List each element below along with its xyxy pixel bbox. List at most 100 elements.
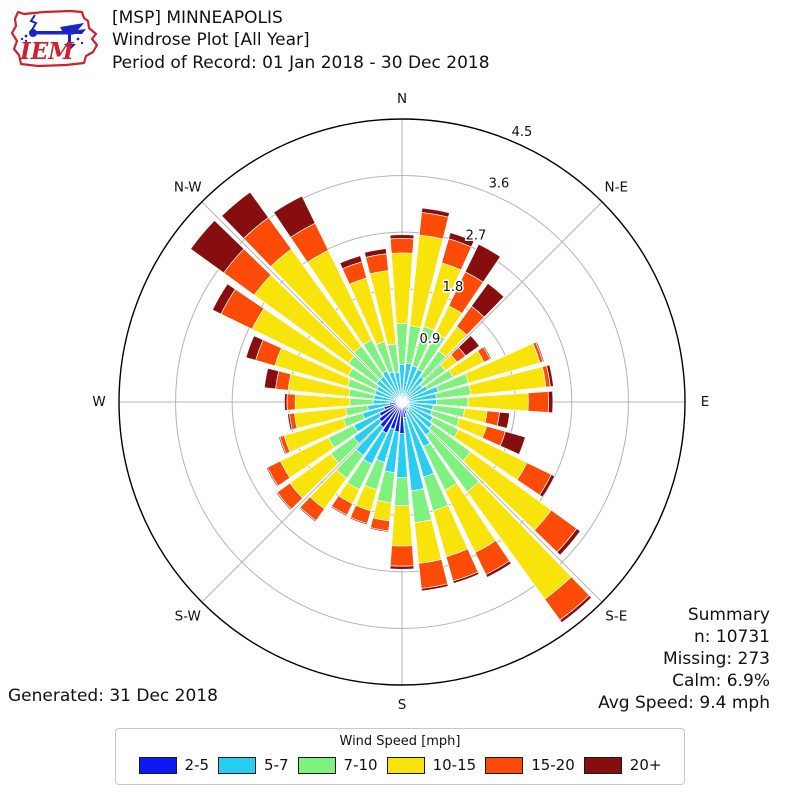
wind-speed-legend: Wind Speed [mph] 2-5 5-7 7-10 10-15 15-2…	[115, 728, 685, 785]
legend-item: 5-7	[218, 756, 289, 774]
period-of-record: Period of Record: 01 Jan 2018 - 30 Dec 2…	[112, 52, 490, 73]
direction-label-s-w: S-W	[175, 608, 201, 624]
windrose-bar-segment	[389, 234, 415, 240]
generated-timestamp: Generated: 31 Dec 2018	[8, 686, 218, 706]
radial-tick-label: 2.7	[466, 228, 487, 243]
windrose-bar-segment	[275, 491, 292, 511]
calm-center	[397, 397, 407, 407]
summary-n: n: 10731	[694, 627, 770, 647]
legend-item: 2-5	[138, 756, 210, 774]
windrose-bar-segment	[539, 474, 556, 498]
radial-tick-label: 3.6	[489, 177, 510, 192]
legend-swatch-5-7	[218, 756, 257, 774]
windrose-bar-segment	[535, 341, 545, 363]
windrose-bar-segment	[263, 367, 280, 390]
radial-tick-label: 0.9	[420, 332, 441, 347]
header: [MSP] MINNEAPOLIS Windrose Plot [All Yea…	[112, 7, 490, 74]
direction-label-n-w: N-W	[174, 180, 202, 196]
windrose-bar-segment	[298, 506, 317, 523]
windrose-bar-segment	[278, 436, 287, 455]
windrose-bar-segment	[394, 476, 410, 507]
legend-swatch-7-10	[297, 756, 336, 774]
iem-logo: IEM	[10, 9, 99, 68]
windrose-bar-segment	[372, 499, 392, 522]
summary-block: Summary n: 10731 Missing: 273 Calm: 6.9%…	[598, 604, 770, 714]
summary-calm: Calm: 6.9%	[672, 671, 770, 691]
legend-swatch-15-20	[485, 756, 524, 774]
direction-label-n-e: N-E	[605, 180, 629, 196]
windrose-bar-segment	[339, 255, 363, 270]
iowa-state-outline-icon	[10, 9, 99, 68]
windrose-bar-segment	[499, 431, 526, 455]
windrose-bar-segment	[421, 207, 450, 218]
legend-item: 10-15	[386, 756, 477, 774]
windrose-bar-segment	[457, 334, 480, 357]
legend-label: 5-7	[264, 756, 289, 774]
legend-item: 7-10	[297, 756, 378, 774]
windrose-bar-segment	[418, 558, 449, 589]
windrose-bar-segment	[390, 252, 414, 324]
direction-label-s-e: S-E	[605, 608, 627, 624]
windrose-bar-segment	[452, 571, 480, 584]
windrose-bar-segment	[485, 560, 512, 578]
iem-logo-text: IEM	[19, 38, 75, 65]
plot-title: Windrose Plot [All Year]	[112, 30, 310, 51]
legend-swatch-10-15	[386, 756, 425, 774]
windrose-bar-segment	[467, 392, 529, 412]
radial-tick-label: 1.8	[443, 280, 464, 295]
windrose-bar-segment	[464, 243, 501, 283]
windrose-bar-segment	[547, 390, 554, 414]
grid-radial-line	[405, 201, 603, 399]
legend-swatch-2-5	[138, 756, 177, 774]
legend-label: 2-5	[184, 756, 210, 774]
windrose-bar-segment	[284, 393, 288, 411]
summary-avg-speed: Avg Speed: 9.4 mph	[598, 693, 770, 713]
legend-label: 7-10	[343, 756, 378, 774]
legend-item: 20+	[583, 756, 662, 774]
windrose-bar-segment	[245, 335, 264, 361]
legend-label: 10-15	[432, 756, 477, 774]
windrose-bar-segment	[436, 396, 469, 408]
windrose-bar-segment	[265, 466, 279, 488]
windrose-bar-segment	[389, 565, 415, 570]
polar-spine	[118, 118, 686, 686]
grid-radial-line	[405, 405, 603, 603]
direction-label-w: W	[92, 394, 105, 410]
windrose-bar-segment	[369, 527, 390, 533]
windrose-bar-segment	[286, 393, 296, 411]
windrose-bar-segment	[396, 323, 408, 365]
windrose-bar-segment	[287, 413, 293, 431]
windrose-bar-segment	[496, 411, 510, 429]
radial-tick-label: 4.5	[512, 125, 533, 140]
legend-label: 20+	[629, 756, 662, 774]
windrose-bar-segment	[482, 345, 492, 360]
windrose-bar-segment	[470, 282, 505, 318]
windrose-bar-segment	[556, 528, 581, 556]
station-title: [MSP] MINNEAPOLIS	[112, 8, 283, 28]
windrose-bar-segment	[190, 219, 245, 274]
grid-radial-line	[201, 201, 399, 399]
summary-missing: Missing: 273	[663, 649, 770, 669]
legend-label: 15-20	[531, 756, 575, 774]
windrose-bar-segment	[273, 195, 316, 238]
weather-vane-icon	[20, 14, 86, 50]
windrose-bar-segment	[349, 397, 374, 407]
legend-item: 15-20	[485, 756, 575, 774]
windrose-bar-segment	[221, 191, 269, 239]
windrose-bar-segment	[420, 583, 449, 592]
windrose-bar-segment	[211, 283, 236, 315]
windrose-bar-segment	[349, 516, 368, 526]
windrose-bar-segment	[448, 232, 475, 248]
windrose-bar-segment	[364, 248, 388, 258]
legend-items: 2-5 5-7 7-10 10-15 15-20 20+	[116, 756, 684, 774]
windrose-bar-segment	[527, 391, 549, 413]
windrose-bar-segment	[391, 505, 413, 547]
windrose-bar-segment	[389, 238, 415, 254]
direction-label-n: N	[397, 91, 407, 107]
legend-title: Wind Speed [mph]	[339, 734, 461, 749]
grid-radial-line	[201, 405, 399, 603]
summary-title: Summary	[687, 605, 770, 625]
direction-label-s: S	[398, 697, 407, 713]
windrose-bar-segment	[559, 594, 593, 624]
